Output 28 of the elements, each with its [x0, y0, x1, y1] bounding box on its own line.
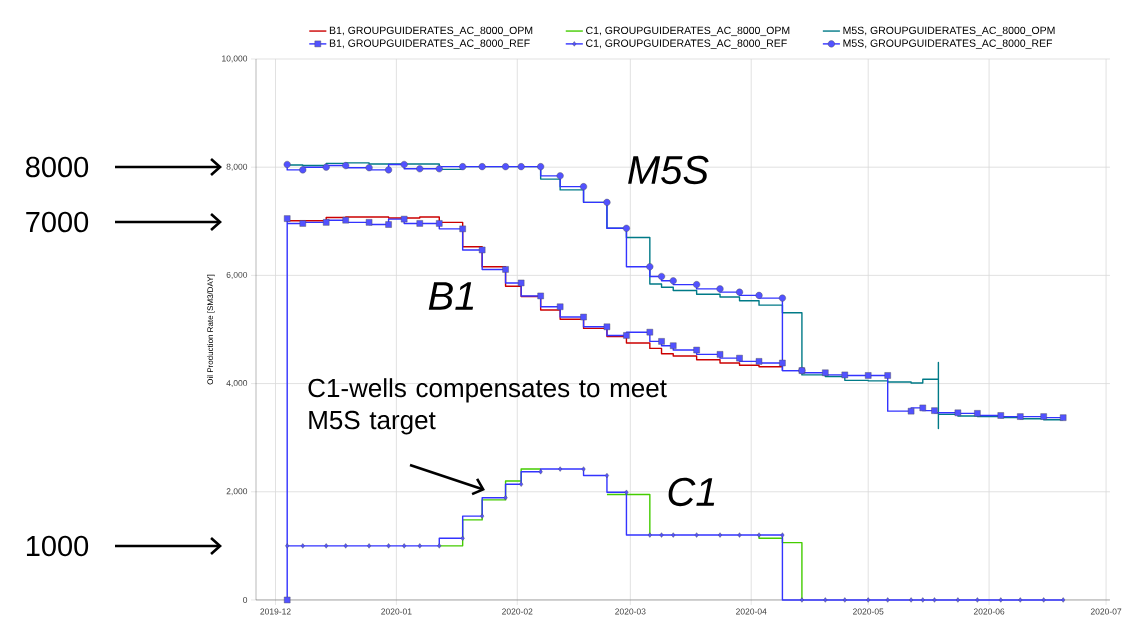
- legend-label: B1, GROUPGUIDERATES_AC_8000_REF: [329, 39, 530, 49]
- legend-label: C1, GROUPGUIDERATES_AC_8000_OPM: [586, 26, 790, 37]
- annotation: M5S: [628, 155, 709, 185]
- annotation: C1: [668, 477, 715, 507]
- y-tick-label: 0: [243, 596, 248, 603]
- y-tick-label: 8,000: [226, 163, 248, 171]
- legend-label: C1, GROUPGUIDERATES_AC_8000_REF: [586, 39, 787, 49]
- legend-label: M5S, GROUPGUIDERATES_AC_8000_REF: [843, 39, 1053, 49]
- y-axis-title: Oil Production Rate [SM3/DAY]: [207, 274, 215, 385]
- x-tick-label: 2020-05: [853, 608, 884, 615]
- y-tick-label: 4,000: [226, 380, 248, 388]
- text: 7000: [26, 211, 89, 233]
- x-tick-label: 2020-03: [615, 608, 646, 615]
- y-tick-label: 10,000: [222, 55, 248, 63]
- text: 1000: [26, 535, 89, 557]
- x-tick-label: 2020-04: [736, 608, 767, 615]
- x-tick-label: 2020-06: [973, 608, 1005, 615]
- x-tick-label: 2020-01: [381, 608, 412, 615]
- annotation: C1-wells compensates to meet M5S target: [308, 378, 667, 435]
- x-tick-label: 2020-02: [502, 608, 533, 615]
- x-tick-label: 2019-12: [260, 608, 291, 615]
- x-tick-label: 2020-07: [1090, 608, 1122, 615]
- annotation: B1: [428, 282, 474, 310]
- legend-label: M5S, GROUPGUIDERATES_AC_8000_OPM: [843, 26, 1055, 37]
- y-tick-label: 2,000: [226, 488, 248, 496]
- legend-label: B1, GROUPGUIDERATES_AC_8000_OPM: [329, 26, 533, 37]
- text: 8000: [26, 156, 89, 178]
- y-tick-label: 6,000: [226, 271, 248, 279]
